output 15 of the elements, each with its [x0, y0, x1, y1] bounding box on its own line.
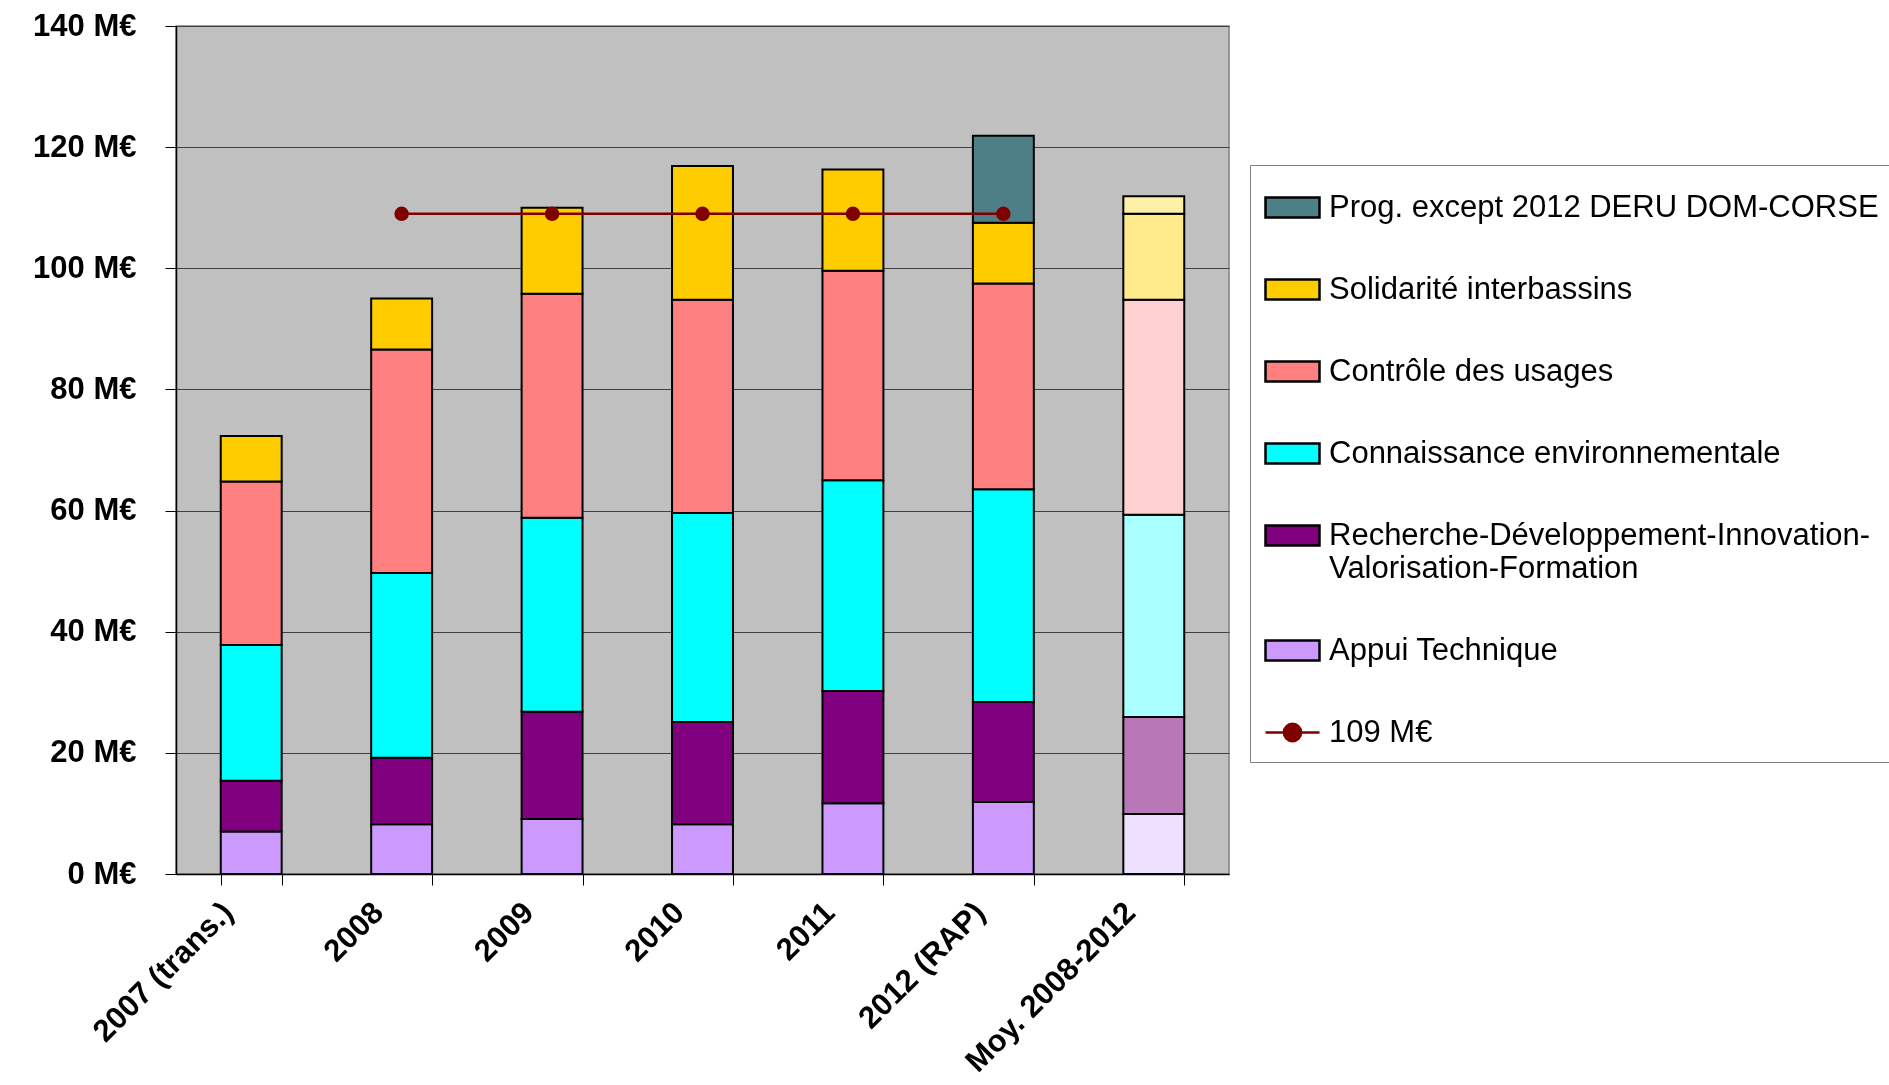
legend-label: Recherche-Développement-Innovation-Valorisation-Formation [1329, 516, 1871, 585]
legend-label: Contrôle des usages [1329, 352, 1614, 388]
y-tick-label: 140 M€ [33, 7, 137, 43]
y-tick-label: 100 M€ [33, 249, 137, 285]
y-tick-label: 60 M€ [50, 492, 137, 528]
y-tick-label: 120 M€ [33, 128, 137, 164]
y-tick-label: 40 M€ [50, 613, 137, 649]
y-tick-label: 20 M€ [50, 734, 137, 770]
legend-label: Appui Technique [1329, 631, 1558, 667]
legend-label: Prog. except 2012 DERU DOM-CORSE [1329, 188, 1879, 224]
legend-label: 109 M€ [1329, 713, 1433, 749]
y-tick-label: 80 M€ [50, 370, 137, 406]
legend-label: Connaissance environnementale [1329, 434, 1781, 470]
y-tick-label: 0 M€ [67, 855, 137, 891]
legend-label: Solidarité interbassins [1329, 270, 1633, 306]
